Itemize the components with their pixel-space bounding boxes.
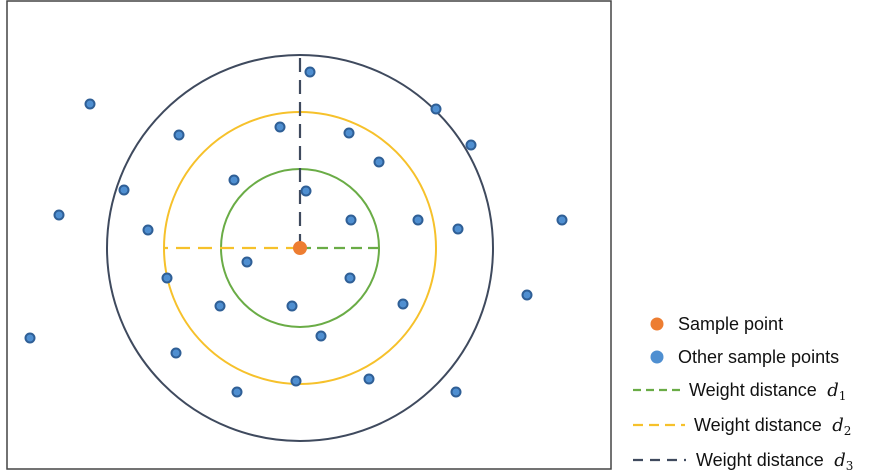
other-sample-point — [241, 256, 253, 268]
other-sample-point — [430, 103, 442, 115]
other-sample-point — [521, 289, 533, 301]
other-sample-point — [173, 129, 185, 141]
other-sample-point — [142, 224, 154, 236]
sample-point-legend-icon — [650, 317, 664, 331]
other-sample-point — [274, 121, 286, 133]
legend: Sample point Other sample points Weight … — [633, 314, 853, 473]
other-sample-point — [53, 209, 65, 221]
other-sample-point — [84, 98, 96, 110]
other-sample-point — [412, 214, 424, 226]
other-sample-point — [24, 332, 36, 344]
other-sample-point — [452, 223, 464, 235]
other-points-legend-icon — [650, 350, 664, 364]
other-sample-point — [363, 373, 375, 385]
other-sample-point — [373, 156, 385, 168]
d3-legend-label: Weight distance d3 — [696, 450, 853, 473]
other-sample-point — [465, 139, 477, 151]
plot-frame — [6, 0, 612, 470]
other-sample-point — [343, 127, 355, 139]
other-sample-point — [286, 300, 298, 312]
other-points-legend-label: Other sample points — [678, 347, 839, 367]
sample-point — [293, 241, 307, 255]
outer-circle — [106, 54, 494, 442]
other-sample-point — [315, 330, 327, 342]
other-sample-point — [344, 272, 356, 284]
other-sample-point — [170, 347, 182, 359]
other-sample-point — [214, 300, 226, 312]
other-sample-point — [450, 386, 462, 398]
other-sample-point — [290, 375, 302, 387]
other-sample-point — [231, 386, 243, 398]
sample-point-legend-label: Sample point — [678, 314, 783, 334]
d1-legend-label: Weight distance d1 — [689, 380, 846, 403]
other-sample-point — [397, 298, 409, 310]
other-sample-point — [300, 185, 312, 197]
other-sample-point — [228, 174, 240, 186]
other-sample-point — [304, 66, 316, 78]
other-sample-point — [345, 214, 357, 226]
other-sample-points — [24, 66, 568, 398]
other-sample-point — [556, 214, 568, 226]
other-sample-point — [161, 272, 173, 284]
d2-legend-label: Weight distance d2 — [694, 415, 851, 438]
other-sample-point — [118, 184, 130, 196]
